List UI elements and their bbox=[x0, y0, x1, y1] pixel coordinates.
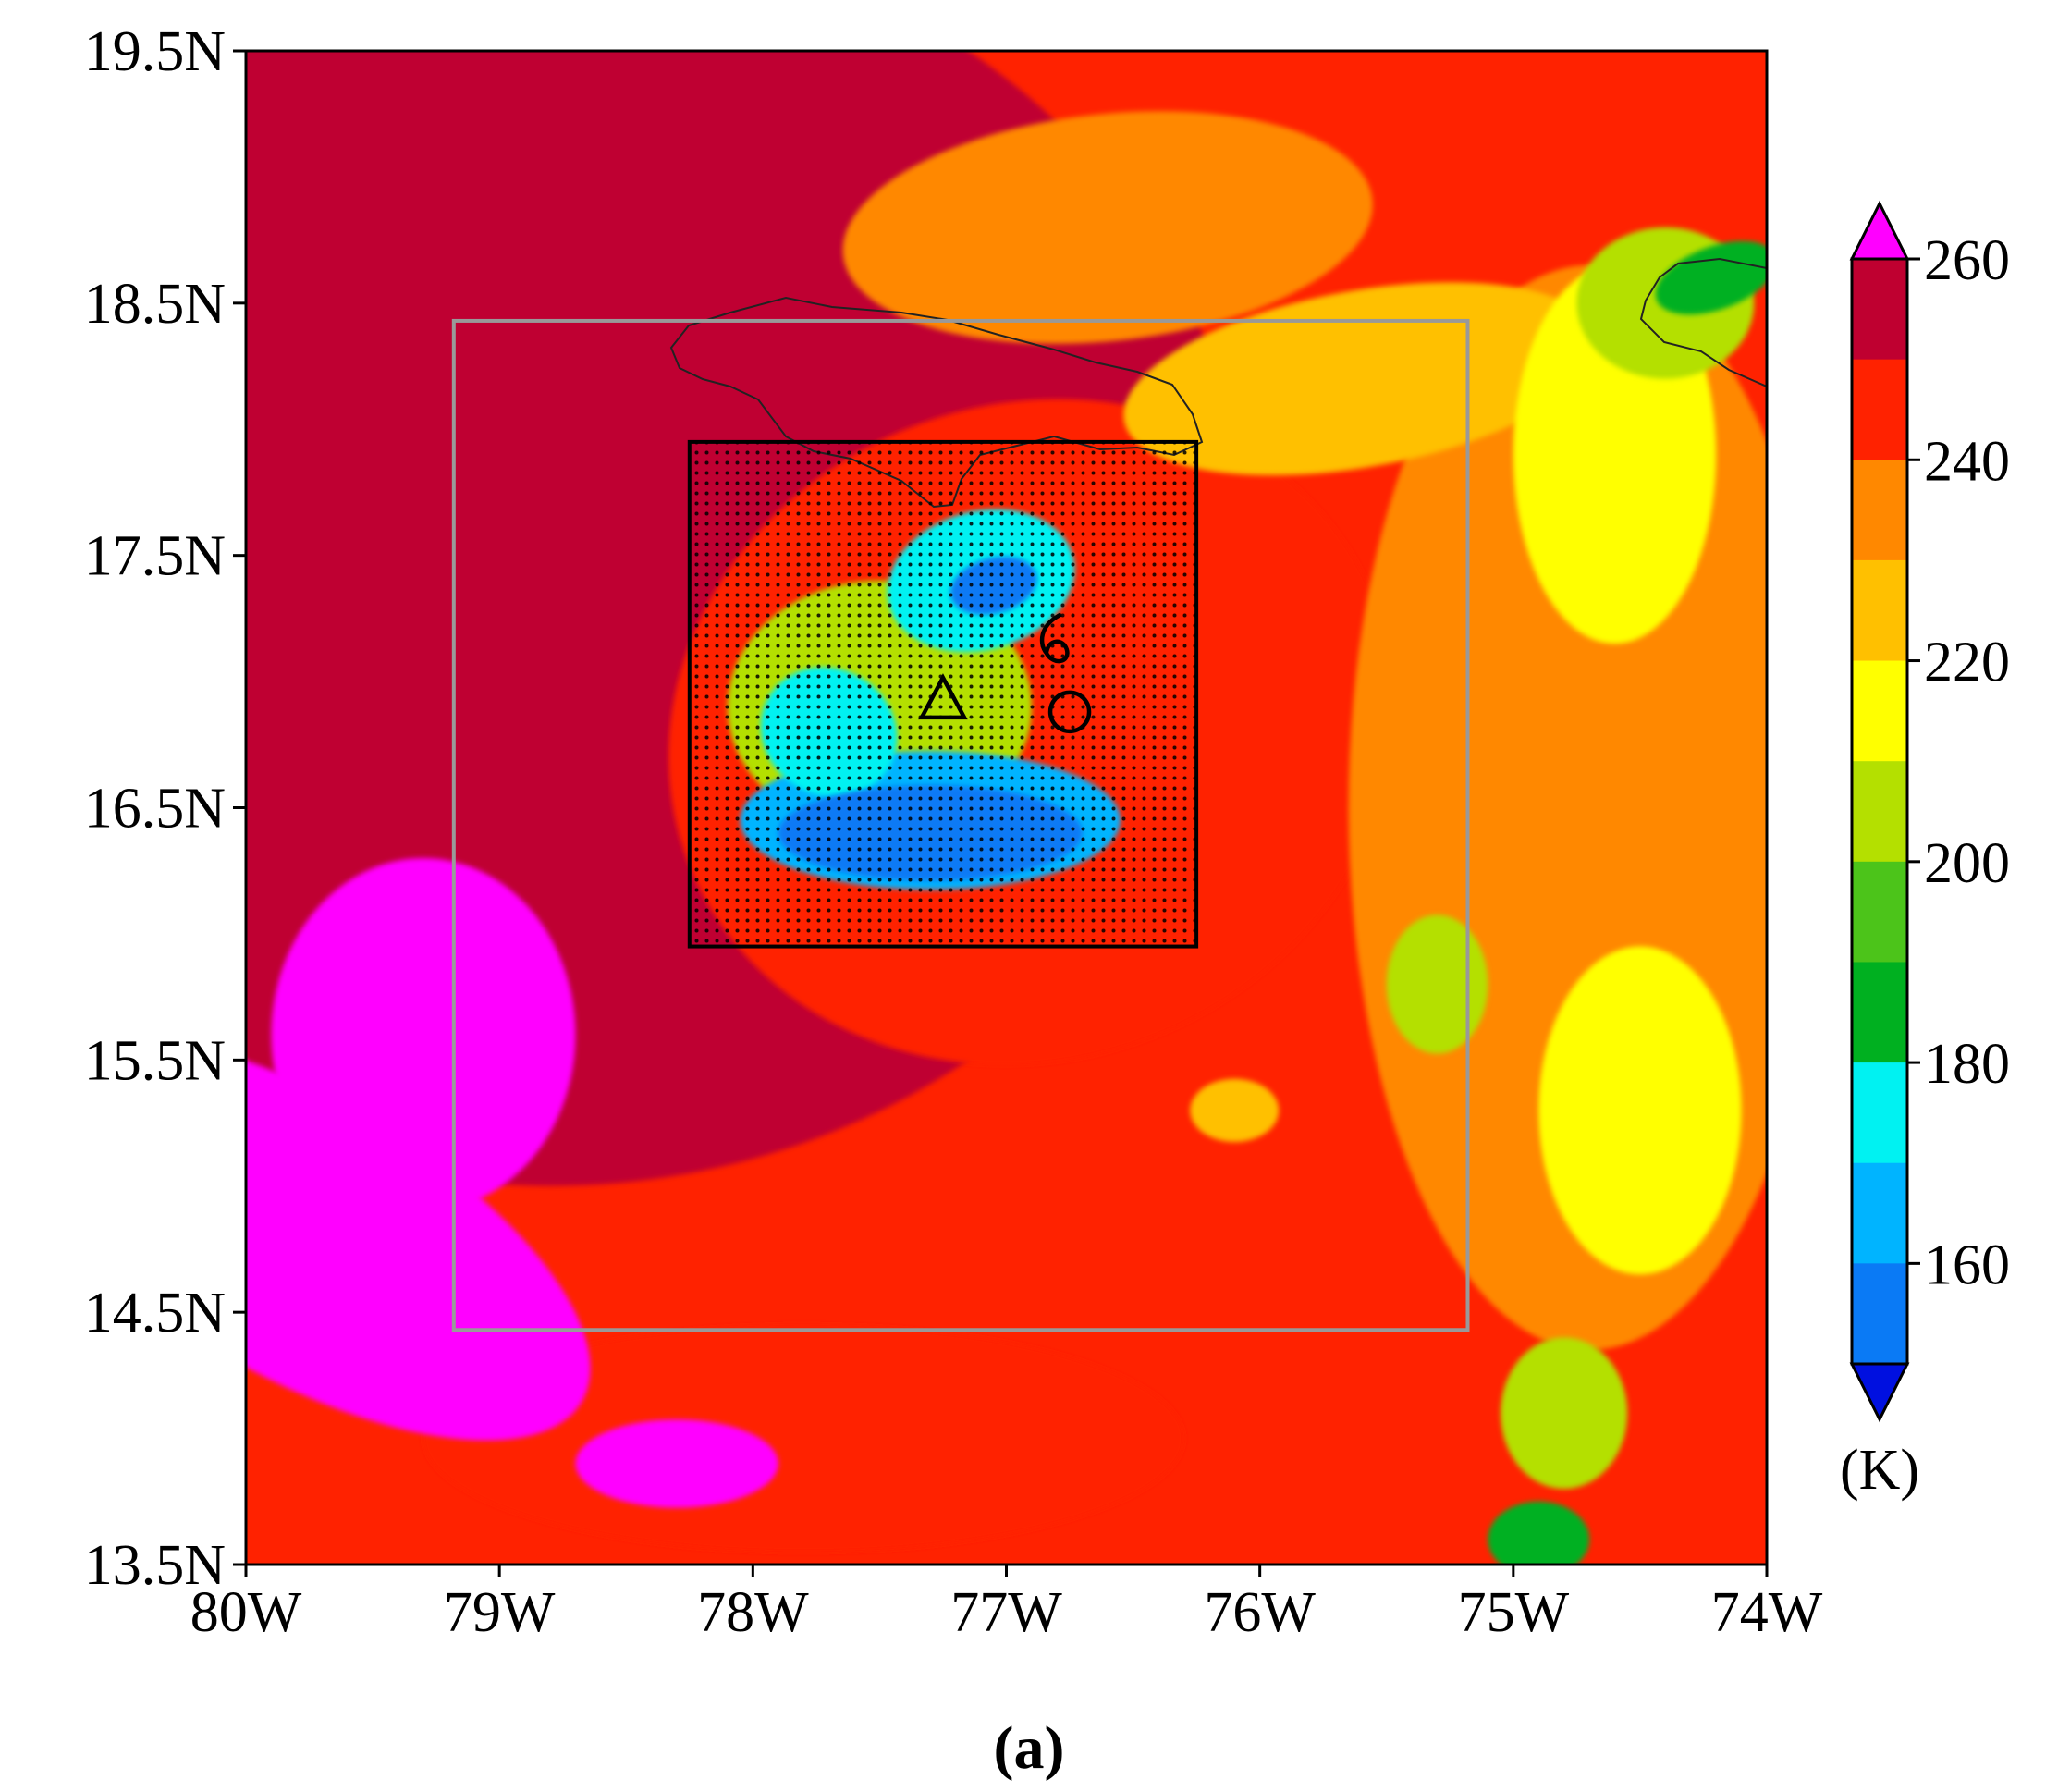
map-plot-area: 80W 79W 78W 77W 76W 75W 74W 13.5N 14.5N 15.5N 16.… bbox=[84, 20, 1823, 1644]
field-contour-4 bbox=[842, 111, 1373, 344]
panel-label: (a) bbox=[994, 1714, 1065, 1782]
x-tick-label: 74W bbox=[1711, 1581, 1823, 1644]
colorbar-segment bbox=[1852, 259, 1907, 361]
stippled-region bbox=[689, 441, 1197, 947]
markers bbox=[918, 612, 1092, 734]
colorbar-segment bbox=[1852, 359, 1907, 460]
colorbar-segment bbox=[1852, 559, 1907, 662]
inner-domain-box bbox=[687, 439, 1199, 949]
field-contour-22 bbox=[575, 1419, 778, 1508]
y-tick-label: 17.5N bbox=[84, 525, 226, 588]
circle-marker bbox=[1047, 690, 1092, 734]
colorbar-segment bbox=[1852, 460, 1907, 561]
y-tick-label: 13.5N bbox=[84, 1534, 226, 1597]
field-contour-5 bbox=[1123, 282, 1599, 476]
x-tick-label: 76W bbox=[1204, 1581, 1316, 1644]
colorbar-tick-label: 200 bbox=[1924, 832, 2010, 895]
colorbar-tick-label: 240 bbox=[1924, 430, 2010, 493]
y-tick-label: 18.5N bbox=[84, 273, 226, 336]
x-tick-label: 79W bbox=[444, 1581, 556, 1644]
colorbar-segment bbox=[1852, 962, 1907, 1063]
y-tick-label: 14.5N bbox=[84, 1282, 226, 1344]
field-contour-19 bbox=[1488, 1501, 1590, 1565]
colorbar-segment bbox=[1852, 1263, 1907, 1365]
colorbar-segment bbox=[1852, 1062, 1907, 1164]
x-tick-label: 77W bbox=[950, 1581, 1062, 1644]
colorbar-segment bbox=[1852, 1162, 1907, 1264]
field-contour-20 bbox=[246, 1032, 591, 1441]
colorbar-tick-label: 260 bbox=[1924, 229, 2010, 292]
x-tick-label: 80W bbox=[190, 1581, 302, 1644]
colorbar-segment bbox=[1852, 660, 1907, 762]
colorbar-upper-extension bbox=[1849, 200, 1910, 261]
colorbar-units-label: (K) bbox=[1840, 1439, 1919, 1502]
x-axis: 80W 79W 78W 77W 76W 75W 74W bbox=[190, 1565, 1823, 1644]
field-contour-11 bbox=[1501, 1337, 1628, 1490]
colorbar: 160 180 200 220 240 260 (K) bbox=[1840, 200, 2010, 1502]
triangle-marker bbox=[918, 673, 968, 720]
stipple-fill bbox=[689, 441, 1197, 947]
y-tick-label: 16.5N bbox=[84, 778, 226, 841]
y-tick-label: 15.5N bbox=[84, 1029, 226, 1092]
colorbar-frame bbox=[1850, 257, 1909, 1366]
coastline-hispaniola bbox=[1639, 257, 1767, 387]
y-axis: 13.5N 14.5N 15.5N 16.5N 17.5N 18.5N 19.5N bbox=[84, 20, 246, 1597]
outer-domain-box bbox=[451, 318, 1470, 1332]
field-contour-9 bbox=[1386, 914, 1488, 1054]
y-tick-label: 19.5N bbox=[84, 20, 226, 83]
colorbar-lower-extension bbox=[1849, 1362, 1910, 1423]
domain-boxes bbox=[451, 318, 1470, 1332]
x-tick-label: 75W bbox=[1458, 1581, 1570, 1644]
colorbar-tick-label: 180 bbox=[1924, 1033, 2010, 1096]
tropical-cyclone-icon bbox=[1039, 612, 1070, 664]
field-contour-21 bbox=[271, 858, 576, 1212]
field-contour-18 bbox=[1655, 240, 1767, 315]
colorbar-tick-label: 220 bbox=[1924, 632, 2010, 694]
x-tick-label: 78W bbox=[697, 1581, 809, 1644]
colorbar-segment bbox=[1852, 761, 1907, 863]
colorbar-segment bbox=[1852, 861, 1907, 963]
field-contour-8 bbox=[1538, 946, 1742, 1275]
colorbar-tick-label: 160 bbox=[1924, 1234, 2010, 1296]
field-contour-10 bbox=[1190, 1078, 1280, 1143]
